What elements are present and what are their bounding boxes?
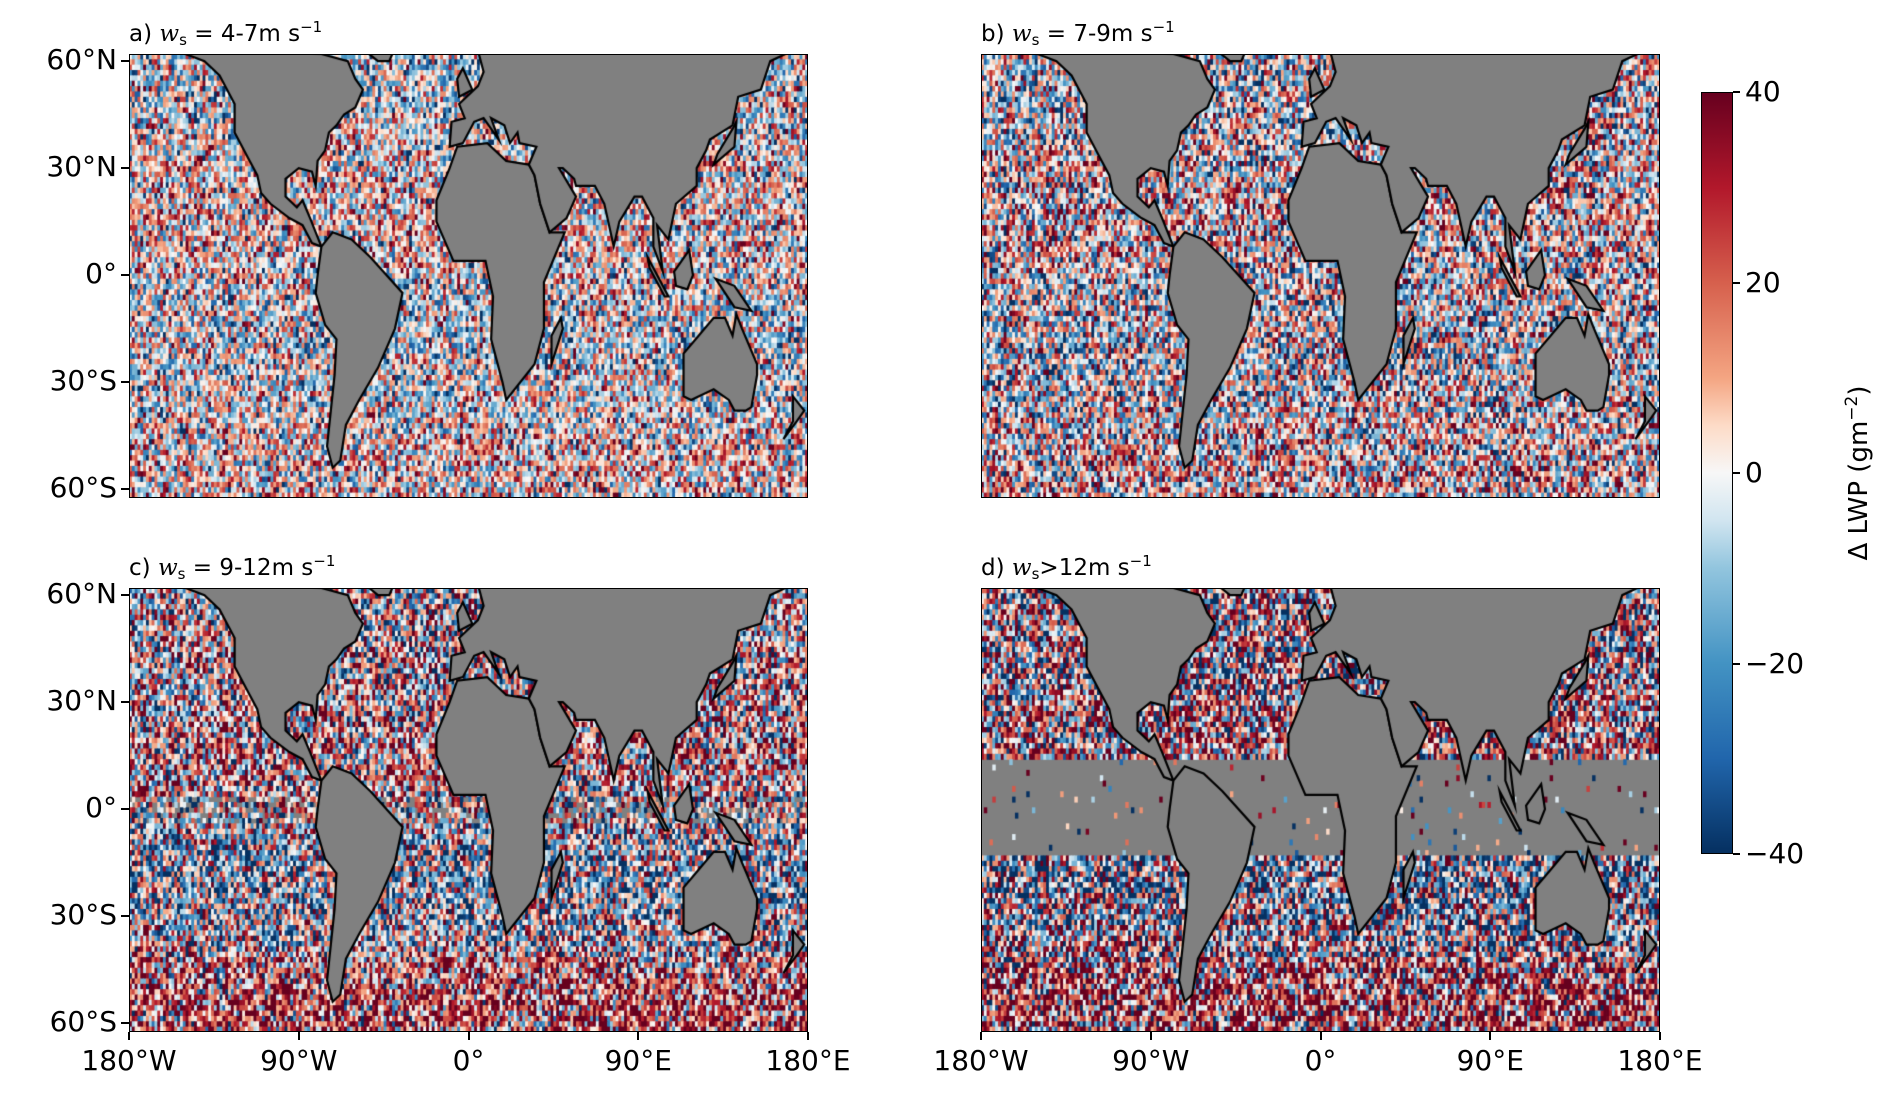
lon-tick-mark xyxy=(807,1032,809,1040)
lon-tick-mark xyxy=(1489,1032,1492,1040)
panel-unit: m s xyxy=(1110,21,1153,47)
lat-tick-label: 0° xyxy=(85,791,117,825)
lat-tick-label: 60°N xyxy=(46,577,117,611)
panel-title-b: b) ws = 7-9m s−1 xyxy=(981,18,1175,49)
panel-value: 7-9 xyxy=(1073,21,1111,47)
panel-unit-exp: −1 xyxy=(1152,18,1175,36)
colorbar-tick-label: 20 xyxy=(1745,265,1781,299)
panel-var: w xyxy=(1011,21,1032,47)
colorbar-label-text: Δ LWP (gm xyxy=(1844,420,1874,561)
colorbar-tick-mark xyxy=(1733,662,1740,665)
panel-title-c: c) ws = 9-12m s−1 xyxy=(129,552,335,583)
colorbar-tick-label: 40 xyxy=(1745,75,1781,108)
panel-unit: m s xyxy=(271,555,314,581)
colorbar-label-suffix: ) xyxy=(1844,385,1874,396)
lon-tick-label: 180°W xyxy=(933,1044,1029,1077)
panel-title-a: a) ws = 4-7m s−1 xyxy=(129,18,322,49)
lat-tick-label: 30°N xyxy=(46,150,117,184)
lon-tick-label: 0° xyxy=(1304,1044,1337,1077)
lon-tick-label: 180°E xyxy=(1617,1044,1703,1077)
colorbar-tick-label: −20 xyxy=(1745,646,1805,680)
colorbar-tick-mark xyxy=(1733,91,1740,93)
colorbar-tick-mark xyxy=(1733,853,1740,855)
lat-tick-mark xyxy=(121,1022,129,1025)
lwp-map-d xyxy=(981,588,1660,1032)
lat-tick-mark xyxy=(121,915,129,918)
lon-tick-mark xyxy=(128,1032,130,1040)
map-panel-a: a) ws = 4-7m s−1 60°N 30°N 0° 30°S 60°S xyxy=(46,18,808,504)
lon-tick-mark xyxy=(467,1032,470,1040)
lon-tick-mark xyxy=(1319,1032,1322,1040)
lat-tick-label: 30°N xyxy=(46,684,117,718)
lat-tick-mark xyxy=(121,381,129,384)
lon-tick-label: 90°W xyxy=(260,1044,338,1077)
panel-label: c) xyxy=(129,555,151,581)
panel-op: > xyxy=(1039,555,1059,581)
panel-unit-exp: −1 xyxy=(1129,552,1152,570)
lon-tick-label: 90°W xyxy=(1112,1044,1190,1077)
lon-tick-mark xyxy=(980,1032,982,1040)
lat-tick-label: 60°N xyxy=(46,43,117,77)
lat-tick-mark xyxy=(121,594,129,597)
panel-label: d) xyxy=(981,555,1005,581)
colorbar-tick-label: −40 xyxy=(1745,837,1805,870)
panel-title-d: d) ws>12m s−1 xyxy=(981,552,1152,583)
panel-label: a) xyxy=(129,21,153,47)
colorbar-tick-mark xyxy=(1733,281,1740,284)
lat-tick-mark xyxy=(121,488,129,491)
panel-op: = xyxy=(1039,21,1074,47)
lat-tick-label: 0° xyxy=(85,257,117,291)
panel-value: 12 xyxy=(1058,555,1088,581)
lon-tick-label: 0° xyxy=(452,1044,485,1077)
map-panel-b: b) ws = 7-9m s−1 xyxy=(981,18,1660,498)
lon-tick-label: 90°E xyxy=(604,1044,672,1077)
panel-var: w xyxy=(157,555,178,581)
lon-tick-label: 180°W xyxy=(81,1044,177,1077)
lwp-map-a xyxy=(129,54,808,498)
map-panel-c: c) ws = 9-12m s−1 60°N 30°N 0° 30°S 60°S 180°… xyxy=(46,552,850,1077)
lon-tick-label: 180°E xyxy=(765,1044,851,1077)
panel-var-sub: s xyxy=(177,565,186,583)
panel-var: w xyxy=(1011,555,1032,581)
lat-tick-mark xyxy=(121,274,129,277)
panel-var: w xyxy=(159,21,180,47)
panel-var-sub: s xyxy=(1031,31,1040,49)
panel-unit: m s xyxy=(258,21,301,47)
lon-tick-mark xyxy=(1149,1032,1152,1040)
lat-tick-mark xyxy=(121,808,129,811)
panel-var-sub: s xyxy=(1031,565,1040,583)
panel-op: = xyxy=(185,555,220,581)
panel-unit-exp: −1 xyxy=(313,552,336,570)
panel-unit: m s xyxy=(1087,555,1130,581)
panel-op: = xyxy=(186,21,221,47)
lon-tick-mark xyxy=(297,1032,300,1040)
panel-value: 4-7 xyxy=(220,21,259,47)
lon-tick-mark xyxy=(1659,1032,1661,1040)
lon-tick-label: 90°E xyxy=(1456,1044,1524,1077)
panel-value: 9-12 xyxy=(219,555,272,581)
colorbar-label: Δ LWP (gm−2) xyxy=(1842,386,1874,561)
lat-tick-mark xyxy=(121,167,129,170)
lwp-map-b xyxy=(981,54,1660,498)
lat-tick-mark xyxy=(121,701,129,704)
lon-tick-mark xyxy=(637,1032,640,1040)
panel-unit-exp: −1 xyxy=(300,18,323,36)
lat-tick-label: 60°S xyxy=(49,1005,117,1039)
map-panel-d: d) ws>12m s−1 180°W 90°W 0° 90°E 180°E xyxy=(933,552,1702,1077)
lat-tick-label: 60°S xyxy=(49,471,117,505)
colorbar-label-exp: −2 xyxy=(1842,395,1862,421)
colorbar xyxy=(1701,92,1733,854)
lat-tick-label: 30°S xyxy=(49,898,117,932)
lat-tick-label: 30°S xyxy=(49,364,117,398)
colorbar-tick-label: 0 xyxy=(1745,456,1763,489)
lat-tick-mark xyxy=(121,60,129,63)
panel-var-sub: s xyxy=(179,31,187,49)
lwp-map-c xyxy=(129,588,808,1032)
colorbar-tick-mark xyxy=(1733,472,1740,474)
panel-label: b) xyxy=(981,21,1005,47)
